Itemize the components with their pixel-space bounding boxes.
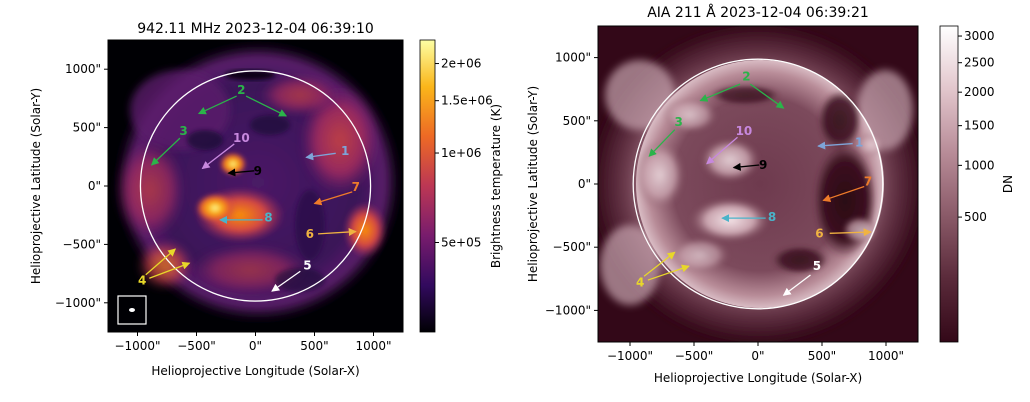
aia-x-tick-label: 0" bbox=[751, 349, 764, 363]
aia-colorbar-tick-label: 3000 bbox=[964, 29, 995, 43]
radio-annotation-label-7: 7 bbox=[352, 180, 360, 194]
aia-annotation-label-3: 3 bbox=[674, 115, 682, 129]
aia-colorbar bbox=[939, 25, 959, 343]
aia-annotation-label-10: 10 bbox=[736, 124, 753, 138]
radio-y-tick-label: −500" bbox=[63, 237, 101, 251]
aia-arrow-1 bbox=[817, 141, 853, 150]
aia-annotation-label-8: 8 bbox=[768, 210, 776, 224]
aia-y-tick-label: −1000" bbox=[545, 303, 591, 317]
radio-y-tick-label: 500" bbox=[73, 121, 101, 135]
radio-colorbar-ticks: 2e+06 1.5e+06 1e+06 5e+05 bbox=[435, 57, 493, 250]
aia-solar-limb bbox=[632, 58, 884, 310]
radio-x-axis-label: Helioprojective Longitude (Solar-X) bbox=[151, 364, 359, 378]
radio-annotation-label-10: 10 bbox=[233, 131, 250, 145]
radio-arrow-10 bbox=[201, 143, 235, 170]
aia-arrow-10 bbox=[706, 136, 738, 165]
aia-arrow-2 bbox=[699, 83, 741, 102]
radio-colorbar-tick-label: 2e+06 bbox=[441, 57, 481, 71]
radio-annotation-label-5: 5 bbox=[303, 258, 311, 272]
aia-colorbar-tick-label: 2500 bbox=[964, 56, 995, 70]
aia-annotations: 1 2 3 4 5 6 7 8 9 10 bbox=[636, 70, 872, 296]
radio-solar-limb bbox=[139, 70, 372, 302]
aia-colorbar-label: DN bbox=[1001, 175, 1015, 193]
aia-y-ticks: 1000" 500" 0" −500" −1000" bbox=[545, 51, 598, 317]
radio-colorbar-label: Brightness temperature (K) bbox=[489, 104, 503, 268]
aia-x-tick-label: −1000" bbox=[607, 349, 653, 363]
radio-colorbar bbox=[419, 39, 436, 333]
radio-annotation-label-3: 3 bbox=[179, 124, 187, 138]
aia-y-tick-label: 1000" bbox=[555, 51, 591, 65]
aia-y-tick-label: −500" bbox=[553, 240, 591, 254]
radio-annotation-label-9: 9 bbox=[254, 164, 262, 178]
aia-x-tick-label: −500" bbox=[675, 349, 713, 363]
radio-annotation-label-6: 6 bbox=[306, 227, 314, 241]
radio-arrow-9 bbox=[227, 168, 255, 177]
aia-colorbar-tick-label: 1000 bbox=[964, 158, 995, 172]
radio-annotation-label-2: 2 bbox=[237, 83, 245, 97]
aia-x-tick-label: 1000" bbox=[868, 349, 904, 363]
radio-beam-inset bbox=[117, 295, 147, 325]
aia-annotation-label-9: 9 bbox=[759, 158, 767, 172]
aia-arrow-5 bbox=[782, 274, 811, 296]
aia-y-axis-label: Helioprojective Latitude (Solar-Y) bbox=[526, 86, 540, 282]
radio-y-tick-label: 1000" bbox=[65, 62, 101, 76]
radio-arrow-6 bbox=[317, 227, 357, 236]
radio-title: 942.11 MHz 2023-12-04 06:39:10 bbox=[137, 21, 374, 37]
radio-y-axis-label: Helioprojective Latitude (Solar-Y) bbox=[29, 88, 43, 284]
aia-arrow-6 bbox=[829, 228, 872, 237]
radio-x-tick-label: −1000" bbox=[114, 339, 160, 353]
aia-arrow-7 bbox=[822, 185, 865, 202]
radio-arrow-2 bbox=[245, 95, 288, 117]
radio-y-ticks: 1000" 500" 0" −500" −1000" bbox=[55, 62, 108, 310]
aia-colorbar-tick-label: 500 bbox=[964, 210, 987, 224]
radio-annotation-label-4: 4 bbox=[138, 274, 146, 288]
aia-arrow-3 bbox=[648, 129, 676, 157]
aia-x-axis-label: Helioprojective Longitude (Solar-X) bbox=[654, 371, 862, 385]
radio-annotations: 1 2 3 4 5 6 7 8 9 10 bbox=[138, 83, 360, 292]
aia-image bbox=[598, 26, 918, 342]
radio-y-tick-label: 0" bbox=[88, 179, 101, 193]
radio-arrow-7 bbox=[313, 191, 353, 206]
radio-annotation-label-8: 8 bbox=[264, 211, 272, 225]
radio-arrow-4 bbox=[145, 248, 177, 276]
aia-arrow-4 bbox=[643, 251, 676, 277]
aia-arrow-2 bbox=[749, 83, 785, 109]
aia-x-ticks: −1000" −500" 0" 500" 1000" bbox=[607, 342, 904, 363]
radio-arrow-2 bbox=[197, 95, 237, 115]
aia-annotation-label-2: 2 bbox=[742, 70, 750, 84]
aia-panel: AIA 211 Å 2023-12-04 06:39:21 1234567891… bbox=[526, 4, 1015, 385]
radio-image bbox=[108, 40, 403, 332]
radio-arrow-3 bbox=[150, 137, 181, 166]
aia-y-tick-label: 500" bbox=[563, 114, 591, 128]
radio-y-tick-label: −1000" bbox=[55, 296, 101, 310]
aia-y-tick-label: 0" bbox=[578, 177, 591, 191]
radio-x-tick-label: 0" bbox=[249, 339, 262, 353]
radio-colorbar-tick-label: 1.5e+06 bbox=[441, 94, 493, 108]
aia-colorbar-tick-label: 1500 bbox=[964, 119, 995, 133]
aia-colorbar-ticks: 3000 2500 2000 1500 1000 500 bbox=[958, 29, 995, 224]
radio-x-tick-label: 500" bbox=[300, 339, 328, 353]
aia-title: AIA 211 Å 2023-12-04 06:39:21 bbox=[647, 4, 869, 21]
aia-annotation-label-4: 4 bbox=[636, 276, 644, 290]
aia-annotation-label-7: 7 bbox=[864, 174, 872, 188]
radio-x-tick-label: −500" bbox=[177, 339, 215, 353]
radio-colorbar-tick-label: 1e+06 bbox=[441, 146, 481, 160]
radio-arrow-1 bbox=[305, 152, 336, 161]
aia-arrow-9 bbox=[732, 162, 760, 171]
radio-colorbar-tick-label: 5e+05 bbox=[441, 236, 481, 250]
aia-annotation-label-5: 5 bbox=[813, 259, 821, 273]
aia-annotation-label-6: 6 bbox=[815, 226, 823, 240]
radio-annotation-label-1: 1 bbox=[341, 144, 349, 158]
aia-arrow-4 bbox=[647, 264, 690, 281]
radio-arrow-5 bbox=[271, 270, 301, 292]
radio-x-tick-label: 1000" bbox=[355, 339, 391, 353]
radio-x-ticks: −1000" −500" 0" 500" 1000" bbox=[114, 332, 392, 353]
aia-x-tick-label: 500" bbox=[808, 349, 836, 363]
radio-panel: 942.11 MHz 2023-12-04 06:39:10 bbox=[29, 21, 503, 378]
radio-arrow-4 bbox=[149, 261, 191, 279]
aia-colorbar-tick-label: 2000 bbox=[964, 85, 995, 99]
aia-annotation-label-1: 1 bbox=[855, 135, 863, 149]
